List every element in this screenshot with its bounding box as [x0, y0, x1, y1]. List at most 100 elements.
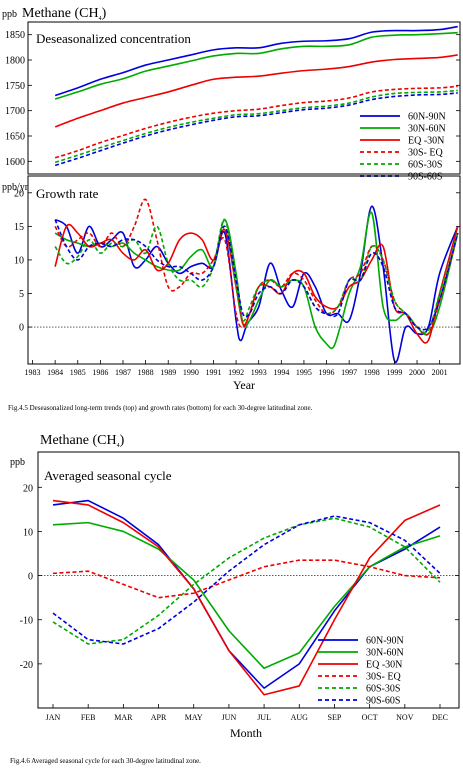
- seasonal-legend-label-eq-30n: EQ -30N: [366, 660, 402, 671]
- seasonal-legend-label-30n-60n: 30N-60N: [366, 648, 404, 659]
- concentration-line-eq-30n: [54, 54, 458, 128]
- seasonal-ytick-label: -20: [20, 660, 33, 671]
- year-tick-label: 1989: [160, 368, 176, 377]
- concentration-ylabel: ppb: [2, 9, 17, 20]
- figure1-title: Methane (CH4): [22, 6, 107, 22]
- month-tick-label-oct: OCT: [362, 713, 378, 722]
- seasonal-title: Averaged seasonal cycle: [44, 468, 172, 483]
- growth-ytick-label: 10: [14, 255, 24, 266]
- seasonal-frame: [37, 451, 460, 709]
- month-tick-label-may: MAY: [185, 713, 203, 722]
- year-tick-label: 1990: [183, 368, 199, 377]
- figure2-caption: Fig.4.6 Averaged seasonal cycle for each…: [10, 757, 201, 765]
- month-tick-label-jan: JAN: [46, 713, 61, 722]
- year-tick-label: 1984: [47, 368, 63, 377]
- growth-ytick-label: 15: [14, 222, 24, 233]
- year-tick-label: 1985: [70, 368, 86, 377]
- growth-line-60n-90n: [54, 205, 459, 364]
- month-tick-label-apr: APR: [151, 713, 167, 722]
- year-axis-label: Year: [233, 378, 255, 392]
- growth-yticks: 0 5 10 15 20: [14, 188, 460, 334]
- year-tick-label: 1994: [273, 368, 289, 377]
- year-tick-label: 2000: [409, 368, 425, 377]
- figure2-title: Methane (CH4): [40, 433, 125, 449]
- growth-xticks: 1983 1984 1985 1986 1987 1988 1989 1990 1991 1992…: [25, 360, 448, 377]
- concentration-line-60s-30s: [54, 89, 458, 164]
- concentration-ytick-label: 1750: [5, 81, 25, 92]
- year-tick-label: 1988: [138, 368, 154, 377]
- growth-line-30s-eq: [54, 198, 459, 336]
- seasonal-line-30s-eq: [52, 559, 441, 599]
- growth-frame: [27, 175, 461, 365]
- seasonal-series: [52, 499, 441, 696]
- concentration-line-90s-60s: [54, 92, 458, 167]
- growth-line-eq-30n: [54, 223, 459, 344]
- year-tick-label: 2001: [432, 368, 448, 377]
- seasonal-yticks: -20 -10 0 10 20: [20, 483, 459, 671]
- year-tick-label: 1999: [386, 368, 402, 377]
- concentration-legend-label-60n-90n: 60N-90N: [408, 112, 446, 123]
- growth-ylabel: ppb/yr: [2, 182, 29, 193]
- concentration-legend-label-30n-60n: 30N-60N: [408, 124, 446, 135]
- concentration-yticks: 1600 1650 1700 1750 1800 1850: [5, 30, 460, 168]
- growth-line-60s-30s: [54, 218, 459, 334]
- concentration-series: [54, 25, 458, 167]
- growth-panel: Growth rate ppb/yr 0 5 10 15 20 1983 1984 1985…: [2, 175, 461, 377]
- concentration-legend-label-90s-60s: 90S-60S: [408, 172, 442, 183]
- month-tick-label-jun: JUN: [222, 713, 237, 722]
- figure1-caption: Fig.4.5 Deseasonalized long-term trends …: [8, 404, 313, 412]
- growth-series: [54, 198, 459, 364]
- concentration-ytick-label: 1650: [5, 132, 25, 143]
- month-axis-label: Month: [230, 726, 262, 740]
- year-tick-label: 1986: [92, 368, 108, 377]
- month-tick-label-sep: SEP: [328, 713, 342, 722]
- seasonal-line-90s-60s: [52, 515, 441, 645]
- concentration-legend-label-60s-30s: 60S-30S: [408, 160, 442, 171]
- month-tick-label-feb: FEB: [81, 713, 96, 722]
- month-tick-label-nov: NOV: [396, 713, 414, 722]
- seasonal-ytick-label: 10: [23, 527, 33, 538]
- growth-ytick-label: 20: [14, 188, 24, 199]
- month-tick-label-aug: AUG: [291, 713, 309, 722]
- year-tick-label: 1997: [341, 368, 357, 377]
- seasonal-xticks: JAN FEB MAR APR MAY JUN JUL AUG SEP OCT NOV DEC: [46, 704, 448, 722]
- concentration-ytick-label: 1600: [5, 157, 25, 168]
- seasonal-line-eq-30n: [52, 499, 441, 696]
- seasonal-line-30n-60n: [52, 521, 441, 670]
- year-tick-label: 1993: [251, 368, 267, 377]
- seasonal-ytick-label: 0: [28, 572, 33, 583]
- growth-ytick-label: 0: [19, 323, 24, 334]
- growth-line-30n-60n: [54, 211, 459, 350]
- seasonal-legend-label-60n-90n: 60N-90N: [366, 636, 404, 647]
- concentration-legend-label-30s-eq: 30S- EQ: [408, 148, 444, 159]
- concentration-ytick-label: 1800: [5, 56, 25, 67]
- seasonal-legend-label-30s-eq: 30S- EQ: [366, 672, 402, 683]
- seasonal-legend-label-60s-30s: 60S-30S: [366, 684, 400, 695]
- month-tick-label-mar: MAR: [114, 713, 133, 722]
- year-tick-label: 1996: [319, 368, 335, 377]
- concentration-legend-label-eq-30n: EQ -30N: [408, 136, 444, 147]
- month-tick-label-jul: JUL: [257, 713, 271, 722]
- concentration-title: Deseasonalized concentration: [36, 31, 191, 46]
- growth-title: Growth rate: [36, 186, 99, 201]
- concentration-line-30n-60n: [54, 31, 458, 100]
- year-tick-label: 1987: [115, 368, 131, 377]
- seasonal-ylabel: ppb: [10, 457, 25, 468]
- year-tick-label: 1998: [364, 368, 380, 377]
- month-tick-label-dec: DEC: [432, 713, 448, 722]
- year-tick-label: 1991: [205, 368, 221, 377]
- concentration-frame: [27, 21, 461, 175]
- year-tick-label: 1983: [25, 368, 41, 377]
- year-tick-label: 1992: [228, 368, 244, 377]
- concentration-ytick-label: 1850: [5, 30, 25, 41]
- seasonal-ytick-label: -10: [20, 616, 33, 627]
- concentration-ytick-label: 1700: [5, 106, 25, 117]
- seasonal-line-60s-30s: [52, 517, 441, 645]
- concentration-line-60n-90n: [54, 25, 458, 97]
- concentration-panel: Deseasonalized concentration ppb 1600 165…: [2, 9, 461, 183]
- seasonal-ytick-label: 20: [23, 483, 33, 494]
- seasonal-legend-label-90s-60s: 90S-60S: [366, 696, 400, 707]
